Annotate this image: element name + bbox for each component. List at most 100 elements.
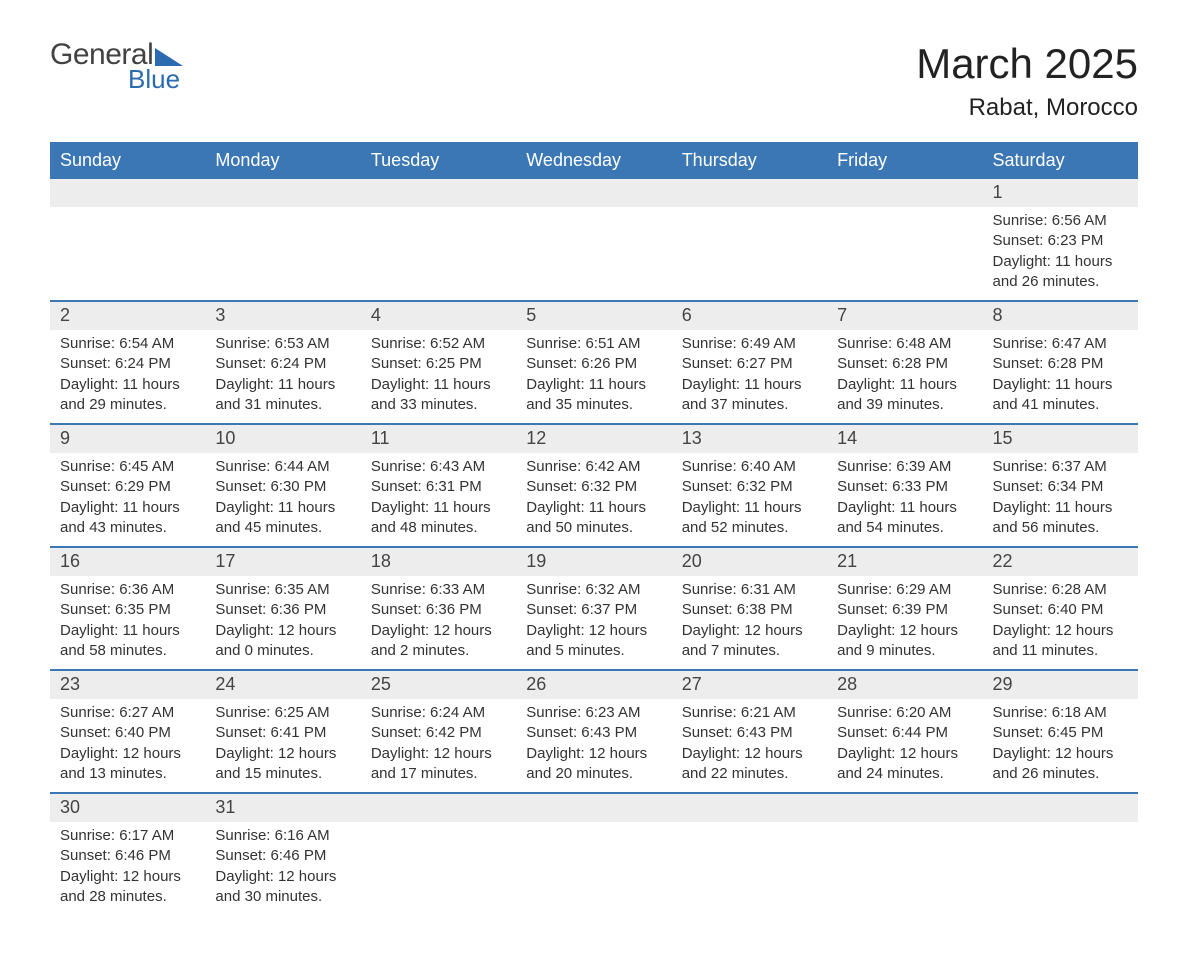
sunrise-line: Sunrise: 6:47 AM xyxy=(993,334,1128,354)
day-body: Sunrise: 6:27 AMSunset: 6:40 PMDaylight:… xyxy=(50,699,205,792)
daylight-line-2: and 13 minutes. xyxy=(60,764,195,784)
day-body: Sunrise: 6:52 AMSunset: 6:25 PMDaylight:… xyxy=(361,330,516,423)
day-number-bar: 31 xyxy=(205,794,360,822)
calendar-week-row: 30Sunrise: 6:17 AMSunset: 6:46 PMDayligh… xyxy=(50,793,1138,915)
sunset-line: Sunset: 6:40 PM xyxy=(993,600,1128,620)
daylight-line-2: and 45 minutes. xyxy=(215,518,350,538)
weekday-header: Monday xyxy=(205,142,360,179)
daylight-line: Daylight: 12 hours xyxy=(837,744,972,764)
calendar-day-cell: 15Sunrise: 6:37 AMSunset: 6:34 PMDayligh… xyxy=(983,424,1138,547)
day-number-bar: 14 xyxy=(827,425,982,453)
day-body: Sunrise: 6:43 AMSunset: 6:31 PMDaylight:… xyxy=(361,453,516,546)
sunrise-line: Sunrise: 6:39 AM xyxy=(837,457,972,477)
calendar-day-cell xyxy=(827,793,982,915)
daylight-line: Daylight: 12 hours xyxy=(682,621,817,641)
sunset-line: Sunset: 6:44 PM xyxy=(837,723,972,743)
day-number-bar xyxy=(672,794,827,822)
calendar-day-cell: 24Sunrise: 6:25 AMSunset: 6:41 PMDayligh… xyxy=(205,670,360,793)
day-body: Sunrise: 6:39 AMSunset: 6:33 PMDaylight:… xyxy=(827,453,982,546)
sunset-line: Sunset: 6:30 PM xyxy=(215,477,350,497)
sunrise-line: Sunrise: 6:56 AM xyxy=(993,211,1128,231)
day-number-bar: 27 xyxy=(672,671,827,699)
sunrise-line: Sunrise: 6:25 AM xyxy=(215,703,350,723)
sunrise-line: Sunrise: 6:53 AM xyxy=(215,334,350,354)
daylight-line: Daylight: 11 hours xyxy=(526,375,661,395)
day-body xyxy=(516,822,671,910)
calendar-day-cell: 3Sunrise: 6:53 AMSunset: 6:24 PMDaylight… xyxy=(205,301,360,424)
day-number-bar xyxy=(672,179,827,207)
day-number-bar: 19 xyxy=(516,548,671,576)
sunset-line: Sunset: 6:33 PM xyxy=(837,477,972,497)
sunrise-line: Sunrise: 6:20 AM xyxy=(837,703,972,723)
calendar-day-cell: 9Sunrise: 6:45 AMSunset: 6:29 PMDaylight… xyxy=(50,424,205,547)
daylight-line-2: and 24 minutes. xyxy=(837,764,972,784)
daylight-line: Daylight: 11 hours xyxy=(60,621,195,641)
sunrise-line: Sunrise: 6:23 AM xyxy=(526,703,661,723)
title-block: March 2025 Rabat, Morocco xyxy=(916,40,1138,122)
daylight-line-2: and 54 minutes. xyxy=(837,518,972,538)
calendar-day-cell: 31Sunrise: 6:16 AMSunset: 6:46 PMDayligh… xyxy=(205,793,360,915)
day-number-bar: 8 xyxy=(983,302,1138,330)
calendar-day-cell: 30Sunrise: 6:17 AMSunset: 6:46 PMDayligh… xyxy=(50,793,205,915)
calendar-day-cell xyxy=(516,793,671,915)
day-body: Sunrise: 6:25 AMSunset: 6:41 PMDaylight:… xyxy=(205,699,360,792)
day-body: Sunrise: 6:45 AMSunset: 6:29 PMDaylight:… xyxy=(50,453,205,546)
calendar-week-row: 16Sunrise: 6:36 AMSunset: 6:35 PMDayligh… xyxy=(50,547,1138,670)
calendar-week-row: 1Sunrise: 6:56 AMSunset: 6:23 PMDaylight… xyxy=(50,179,1138,301)
day-number-bar xyxy=(827,794,982,822)
sunset-line: Sunset: 6:39 PM xyxy=(837,600,972,620)
day-body xyxy=(50,207,205,295)
day-body xyxy=(827,822,982,910)
day-number-bar: 20 xyxy=(672,548,827,576)
day-number-bar: 28 xyxy=(827,671,982,699)
sunset-line: Sunset: 6:43 PM xyxy=(526,723,661,743)
daylight-line: Daylight: 12 hours xyxy=(60,867,195,887)
sunrise-line: Sunrise: 6:44 AM xyxy=(215,457,350,477)
day-body: Sunrise: 6:28 AMSunset: 6:40 PMDaylight:… xyxy=(983,576,1138,669)
sunset-line: Sunset: 6:36 PM xyxy=(371,600,506,620)
daylight-line: Daylight: 11 hours xyxy=(215,375,350,395)
calendar-day-cell: 7Sunrise: 6:48 AMSunset: 6:28 PMDaylight… xyxy=(827,301,982,424)
calendar-day-cell xyxy=(983,793,1138,915)
sunrise-line: Sunrise: 6:35 AM xyxy=(215,580,350,600)
sunset-line: Sunset: 6:37 PM xyxy=(526,600,661,620)
day-body xyxy=(516,207,671,295)
calendar-day-cell: 18Sunrise: 6:33 AMSunset: 6:36 PMDayligh… xyxy=(361,547,516,670)
calendar-day-cell: 23Sunrise: 6:27 AMSunset: 6:40 PMDayligh… xyxy=(50,670,205,793)
day-body xyxy=(205,207,360,295)
calendar-day-cell: 13Sunrise: 6:40 AMSunset: 6:32 PMDayligh… xyxy=(672,424,827,547)
calendar-day-cell xyxy=(361,793,516,915)
sunrise-line: Sunrise: 6:36 AM xyxy=(60,580,195,600)
sunset-line: Sunset: 6:32 PM xyxy=(526,477,661,497)
day-number-bar: 17 xyxy=(205,548,360,576)
sunset-line: Sunset: 6:32 PM xyxy=(682,477,817,497)
sunrise-line: Sunrise: 6:24 AM xyxy=(371,703,506,723)
sunset-line: Sunset: 6:27 PM xyxy=(682,354,817,374)
weekday-header: Thursday xyxy=(672,142,827,179)
day-number-bar: 9 xyxy=(50,425,205,453)
day-number-bar xyxy=(516,179,671,207)
day-body: Sunrise: 6:56 AMSunset: 6:23 PMDaylight:… xyxy=(983,207,1138,300)
day-number-bar: 6 xyxy=(672,302,827,330)
day-number-bar: 18 xyxy=(361,548,516,576)
sunrise-line: Sunrise: 6:28 AM xyxy=(993,580,1128,600)
sunset-line: Sunset: 6:29 PM xyxy=(60,477,195,497)
day-number-bar: 12 xyxy=(516,425,671,453)
daylight-line: Daylight: 11 hours xyxy=(682,375,817,395)
calendar-day-cell: 29Sunrise: 6:18 AMSunset: 6:45 PMDayligh… xyxy=(983,670,1138,793)
calendar-day-cell xyxy=(672,179,827,301)
daylight-line: Daylight: 12 hours xyxy=(526,744,661,764)
day-number-bar xyxy=(827,179,982,207)
day-number-bar: 24 xyxy=(205,671,360,699)
daylight-line-2: and 58 minutes. xyxy=(60,641,195,661)
day-body: Sunrise: 6:48 AMSunset: 6:28 PMDaylight:… xyxy=(827,330,982,423)
sunrise-line: Sunrise: 6:31 AM xyxy=(682,580,817,600)
day-body xyxy=(672,207,827,295)
day-body: Sunrise: 6:18 AMSunset: 6:45 PMDaylight:… xyxy=(983,699,1138,792)
day-body xyxy=(361,207,516,295)
calendar-day-cell: 10Sunrise: 6:44 AMSunset: 6:30 PMDayligh… xyxy=(205,424,360,547)
daylight-line-2: and 33 minutes. xyxy=(371,395,506,415)
daylight-line: Daylight: 12 hours xyxy=(526,621,661,641)
sunset-line: Sunset: 6:26 PM xyxy=(526,354,661,374)
calendar-day-cell: 5Sunrise: 6:51 AMSunset: 6:26 PMDaylight… xyxy=(516,301,671,424)
